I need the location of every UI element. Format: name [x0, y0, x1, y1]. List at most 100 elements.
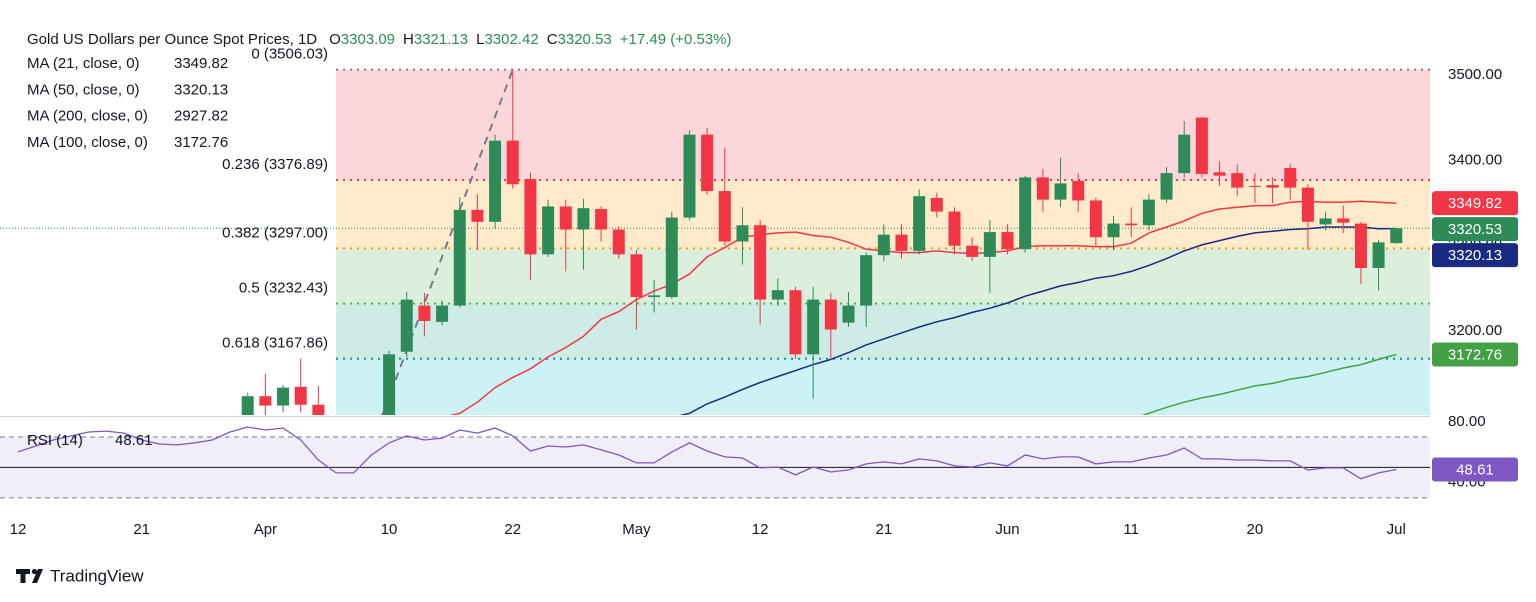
price-badge-text: 3320.13: [1448, 247, 1502, 264]
candle-body: [1319, 218, 1332, 225]
candle-body: [789, 290, 802, 355]
rsi-line: [17, 426, 1397, 480]
candle-body: [277, 387, 290, 406]
rsi-legend-value: 48.61: [115, 432, 153, 449]
candle-body: [1372, 242, 1385, 268]
x-tick-label: 12: [752, 521, 769, 538]
fib-label: 0.382 (3297.00): [222, 224, 328, 241]
candle-body: [383, 354, 396, 415]
x-tick-label: 21: [875, 521, 892, 538]
legend-name: MA (200, close, 0): [27, 108, 148, 125]
candle-body: [824, 299, 837, 330]
candle-body: [1107, 223, 1120, 238]
x-tick-label: Apr: [254, 521, 277, 538]
fib-label: 0.236 (3376.89): [222, 156, 328, 173]
candle-body: [524, 179, 537, 255]
logo-mark: [31, 568, 38, 575]
candle-body: [1125, 223, 1138, 226]
candle-body: [1266, 185, 1279, 188]
x-tick-label: 20: [1247, 521, 1264, 538]
candle-body: [612, 229, 625, 255]
x-tick-label: 11: [1123, 521, 1139, 538]
candle-body: [1089, 200, 1102, 238]
candle-body: [577, 208, 590, 230]
candle-body: [241, 396, 254, 415]
price-badge: [1432, 191, 1518, 216]
candle-body: [842, 305, 855, 323]
candle-body: [400, 299, 413, 352]
x-tick-label: May: [622, 521, 651, 538]
candle-body: [1072, 180, 1085, 201]
ohlc-value: 3302.42: [484, 31, 538, 48]
candle-body: [860, 255, 873, 306]
candle-body: [1178, 134, 1191, 174]
price-badge-text: 3172.76: [1448, 346, 1502, 363]
rsi-legend-name: RSI (14): [27, 432, 83, 449]
x-tick-label: 12: [10, 521, 27, 538]
ma-line: [679, 226, 1397, 415]
ohlc-value: 3321.13: [414, 31, 468, 48]
x-tick-label: 10: [381, 521, 398, 538]
candle-body: [1054, 183, 1067, 200]
brand: TradingView: [50, 566, 144, 585]
candle-body: [418, 305, 431, 321]
price-badge-text: 3349.82: [1448, 195, 1502, 212]
candle-body: [913, 196, 926, 251]
price-badge-text: 3320.53: [1448, 221, 1502, 238]
candle-body: [630, 254, 643, 298]
ohlc-value: 3303.09: [341, 31, 395, 48]
x-tick-label: Jul: [1387, 521, 1406, 538]
y-tick-label: 3200.00: [1448, 322, 1502, 339]
candle-body: [895, 234, 908, 251]
candle-body: [1248, 185, 1261, 187]
fib-band: [336, 358, 1430, 415]
change: +17.49 (+0.53%): [620, 31, 732, 48]
logo-mark: [16, 569, 30, 583]
legend-value: 3349.82: [174, 55, 228, 72]
rsi-pane: [0, 426, 1430, 499]
candle-body: [648, 295, 661, 298]
candle-body: [877, 234, 890, 256]
ohlc-letter: O: [329, 31, 341, 48]
candle-body: [683, 134, 696, 218]
candle-body: [771, 290, 784, 300]
candle-body: [930, 197, 943, 212]
candle-body: [736, 225, 749, 242]
legend-value: 2927.82: [174, 108, 228, 125]
rsi-area: [0, 426, 1430, 499]
candle-body: [1284, 167, 1297, 188]
candle-body: [754, 225, 767, 300]
candle-body: [966, 245, 979, 257]
candle-body: [1354, 223, 1367, 268]
candle-body: [1390, 228, 1403, 244]
x-tick-label: 21: [133, 521, 150, 538]
candle-body: [983, 232, 996, 257]
candle-body: [1231, 173, 1244, 188]
candle-body: [1142, 199, 1155, 226]
candle-body: [506, 140, 519, 185]
candle-body: [471, 209, 484, 222]
candle-body: [1301, 187, 1314, 222]
candle-body: [1160, 173, 1173, 200]
candle-body: [1337, 218, 1350, 223]
legend-value: 3172.76: [174, 134, 228, 151]
candle-body: [1019, 177, 1032, 250]
candle-body: [1036, 177, 1049, 200]
candle-body: [489, 140, 502, 222]
y-tick-label: 3400.00: [1448, 151, 1502, 168]
candle-body: [559, 206, 572, 230]
price-badge-text: 48.61: [1456, 462, 1494, 479]
legend-name: MA (100, close, 0): [27, 134, 148, 151]
main-pane: [0, 68, 1430, 415]
ohlc-letter: L: [476, 31, 484, 48]
price-badge: [1432, 342, 1518, 367]
logo-mark: [32, 569, 43, 583]
fib-band: [336, 248, 1430, 304]
legend-value: 3320.13: [174, 81, 228, 98]
y-tick-label: 3500.00: [1448, 66, 1502, 83]
candle-body: [1195, 117, 1208, 174]
legend-name: MA (50, close, 0): [27, 81, 140, 98]
candle-body: [1001, 232, 1014, 250]
